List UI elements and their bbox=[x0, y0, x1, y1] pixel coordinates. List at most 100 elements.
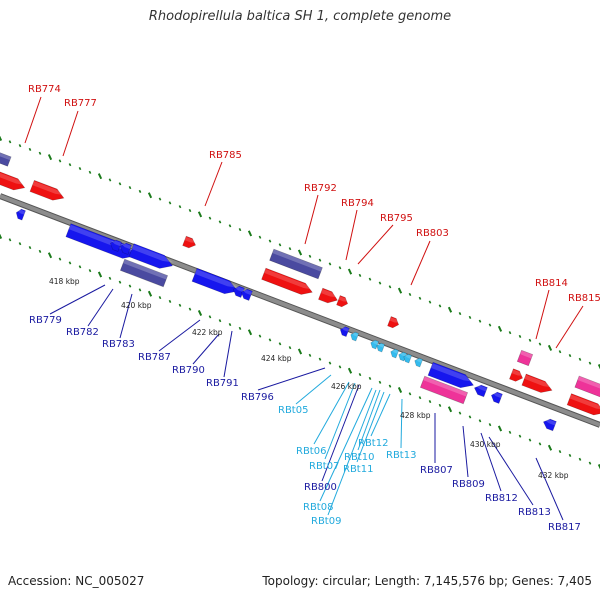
gene-highlight bbox=[264, 268, 314, 290]
scale-tick bbox=[47, 154, 53, 161]
gene-highlight bbox=[234, 286, 245, 293]
scale-tick bbox=[347, 268, 353, 275]
gene-label: RB796 bbox=[241, 392, 274, 403]
scale-tick bbox=[0, 135, 3, 142]
map-title: Rhodopirellula baltica SH 1, complete ge… bbox=[148, 9, 452, 24]
gene-rb779-small bbox=[15, 208, 26, 221]
scale-tick bbox=[138, 288, 142, 292]
gene-highlight bbox=[391, 349, 399, 354]
scale-tick bbox=[578, 357, 582, 361]
scale-tick bbox=[228, 322, 232, 327]
scale-tick bbox=[147, 192, 153, 199]
gene-highlight bbox=[242, 289, 253, 296]
gene-label: RB817 bbox=[548, 522, 581, 533]
gene-highlight bbox=[131, 244, 174, 263]
label-leader bbox=[345, 209, 358, 261]
gene-highlight bbox=[389, 317, 400, 323]
scale-tick bbox=[568, 353, 572, 358]
scale-tick bbox=[178, 303, 182, 307]
scale-tick bbox=[158, 296, 162, 300]
gene-highlight bbox=[272, 249, 323, 272]
scale-tick bbox=[197, 211, 203, 218]
scale-ticks bbox=[0, 135, 600, 470]
gene-label: RB787 bbox=[138, 352, 171, 363]
gene-rb774 bbox=[0, 168, 26, 191]
scale-tick bbox=[238, 326, 242, 330]
scale-tick bbox=[597, 463, 600, 470]
scale-tick bbox=[208, 216, 212, 220]
gene-highlight bbox=[569, 394, 600, 410]
scale-tick bbox=[247, 329, 253, 336]
scale-tick bbox=[328, 262, 332, 266]
gene-body bbox=[521, 373, 553, 393]
label-leader bbox=[356, 391, 385, 463]
scale-tick bbox=[78, 265, 82, 269]
gene-highlight bbox=[341, 327, 350, 332]
scale-tick bbox=[208, 315, 212, 319]
gene-rb782-a bbox=[109, 239, 122, 252]
gene-box-rb774 bbox=[0, 149, 12, 167]
scale-tick bbox=[38, 151, 42, 155]
scale-tick bbox=[488, 423, 492, 427]
gene-labels: 418 kbp 420 kbp 422 kbp 424 kbp 426 kbp 428 k… bbox=[28, 84, 600, 533]
scale-tick bbox=[218, 220, 222, 224]
gene-highlight bbox=[415, 358, 423, 363]
gene-body bbox=[182, 235, 197, 249]
kbp-label: 428 kbp bbox=[400, 411, 431, 420]
topology-text: Topology: circular; Length: 7,145,576 bp… bbox=[262, 574, 592, 588]
gene-highlight bbox=[351, 332, 359, 337]
gene-trna bbox=[403, 353, 413, 364]
gene-rb795 bbox=[336, 295, 349, 308]
scale-tick bbox=[288, 247, 292, 251]
scale-tick bbox=[268, 239, 272, 243]
gene-body bbox=[29, 179, 65, 201]
gene-label: RB794 bbox=[341, 198, 374, 209]
scale-tick bbox=[0, 233, 3, 240]
scale-tick bbox=[547, 344, 553, 351]
gene-label: RB785 bbox=[209, 150, 242, 161]
gene-label: RB790 bbox=[172, 365, 205, 376]
scale-tick bbox=[338, 266, 342, 270]
scale-tick bbox=[58, 159, 62, 163]
scale-tick bbox=[528, 438, 532, 442]
label-leader bbox=[480, 432, 502, 492]
gene-label: RB815 bbox=[568, 293, 600, 304]
scale-tick bbox=[218, 319, 222, 323]
gene-label: RB777 bbox=[64, 98, 97, 109]
gene-highlight bbox=[111, 240, 122, 247]
label-leaders bbox=[24, 96, 584, 521]
label-leader bbox=[327, 389, 377, 516]
scale-tick bbox=[458, 411, 462, 415]
gene-body bbox=[350, 331, 360, 342]
gene-rb809 bbox=[473, 384, 488, 398]
gene-label: RB792 bbox=[304, 183, 337, 194]
gene-body bbox=[232, 285, 245, 298]
gene-body bbox=[318, 287, 338, 304]
scale-tick bbox=[508, 331, 512, 335]
scale-tick bbox=[8, 238, 12, 242]
scale-tick bbox=[228, 224, 232, 228]
label-leader bbox=[87, 288, 114, 327]
gene-body bbox=[240, 288, 253, 301]
scale-tick bbox=[438, 403, 442, 407]
scale-tick bbox=[188, 307, 192, 311]
gene-body bbox=[128, 243, 174, 269]
scale-tick bbox=[568, 453, 572, 458]
gene-rb790-b bbox=[240, 288, 253, 301]
gene-rb803 bbox=[387, 316, 400, 329]
label-leader bbox=[204, 161, 223, 207]
gene-highlight bbox=[544, 419, 557, 426]
scale-tick bbox=[418, 296, 422, 300]
scale-tick bbox=[478, 319, 482, 323]
kbp-label: 432 kbp bbox=[538, 471, 569, 480]
scale-tick bbox=[408, 292, 412, 297]
gene-body bbox=[15, 208, 26, 221]
gene-highlight bbox=[0, 169, 26, 185]
scale-tick bbox=[308, 353, 312, 357]
gene-body bbox=[339, 326, 350, 338]
kbp-label: 430 kbp bbox=[470, 440, 501, 449]
gene-label: RBt11 bbox=[343, 464, 373, 475]
gene-label: RB809 bbox=[452, 479, 485, 490]
gene-body bbox=[427, 361, 475, 389]
